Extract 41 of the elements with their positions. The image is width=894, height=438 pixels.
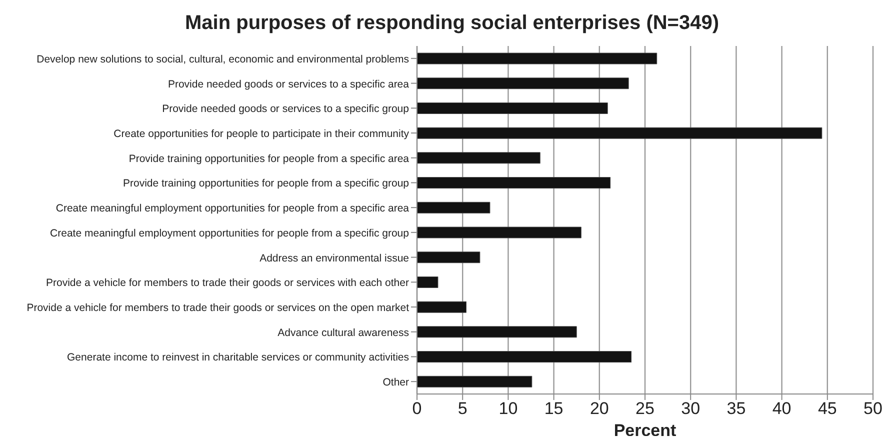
bar	[417, 177, 611, 189]
bar	[417, 52, 658, 64]
y-tick-label: Advance cultural awareness	[278, 326, 409, 339]
bar	[417, 226, 582, 238]
bar	[417, 326, 577, 338]
y-tick-label: Provide training opportunities for people from a specific area	[128, 152, 410, 165]
x-tick-label: 5	[458, 399, 468, 418]
y-tick-label: Provide needed goods or services to a specific area	[168, 78, 410, 90]
x-tick-label: 0	[412, 399, 422, 418]
bar	[417, 202, 490, 214]
x-tick-label: 45	[818, 399, 837, 418]
y-tick-label: Provide training opportunities for people from a specific group	[123, 178, 410, 190]
y-tick-label: Generate income to reinvest in charitable services or community activities	[67, 352, 409, 364]
bar	[417, 276, 438, 288]
y-tick-label: Create meaningful employment opportunities for people from a specific area	[56, 202, 410, 215]
bar	[417, 127, 822, 139]
x-tick-label: 10	[498, 399, 518, 418]
y-tick-label: Provide a vehicle for members to trade their goods or services with each other	[46, 277, 410, 290]
x-tick-label: 30	[681, 399, 700, 418]
bar	[417, 351, 632, 363]
bar	[417, 301, 466, 313]
x-tick-label: 50	[864, 399, 882, 418]
y-tick-label: Provide needed goods or services to a specific group	[162, 103, 410, 116]
x-tick-label: 15	[544, 399, 564, 418]
x-tick-label: 40	[772, 399, 792, 418]
y-tick-label: Provide a vehicle for members to trade their goods or services on the open market	[26, 302, 410, 314]
bar	[417, 376, 532, 388]
y-tick-label: Develop new solutions to social, cultural, economic and environmental problems	[36, 53, 409, 66]
y-tick-label: Address an environmental issue	[260, 252, 410, 264]
y-tick-label: Other	[382, 376, 410, 389]
x-tick-label: 25	[636, 399, 654, 418]
bar	[417, 152, 540, 164]
x-axis-title: Percent	[614, 421, 677, 438]
chart-title: Main purposes of responding social enterprises (N=349)	[184, 11, 720, 36]
y-tick-label: Create meaningful employment opportunities for people from a specific group	[50, 227, 410, 240]
bar	[417, 102, 608, 114]
bar	[417, 78, 629, 90]
x-tick-label: 35	[726, 399, 746, 418]
y-tick-label: Create opportunities for people to participate in their community	[114, 128, 410, 140]
x-tick-label: 20	[590, 399, 609, 418]
bar	[417, 252, 480, 264]
